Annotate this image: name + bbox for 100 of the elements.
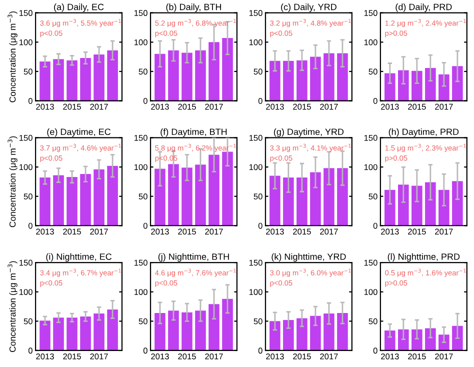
bar: [337, 312, 348, 350]
bar: [80, 316, 91, 350]
bar: [53, 59, 64, 101]
bar: [107, 309, 118, 350]
bar: [412, 70, 422, 101]
y-tick-label: 50: [138, 68, 148, 75]
bar: [80, 174, 91, 226]
y-tick-label: 150: [249, 260, 262, 266]
bar: [168, 310, 179, 350]
y-tick-label: 150: [364, 134, 378, 141]
bar: [270, 321, 280, 350]
bar: [425, 68, 436, 101]
x-tick-label: 2015: [408, 104, 426, 110]
y-tick-label: 50: [254, 194, 262, 200]
bar: [154, 312, 166, 350]
chart-title: (g) Daytime, YRD: [274, 128, 344, 137]
x-tick-label: 2017: [90, 228, 108, 235]
x-tick-label: 2013: [266, 228, 284, 235]
bar: [438, 190, 450, 226]
x-tick-label: 2015: [178, 228, 196, 235]
bar: [425, 182, 436, 226]
bar: [283, 320, 294, 350]
y-tick-label: 0: [143, 348, 148, 354]
chart-title: (j) Nighttime, BTH: [158, 253, 229, 262]
y-tick-label: 50: [138, 194, 148, 200]
y-tick-label: 0: [373, 222, 378, 229]
x-tick-label: 2015: [178, 104, 196, 110]
bar: [168, 164, 179, 226]
bar: [66, 318, 78, 350]
x-tick-label: 2015: [408, 353, 426, 360]
bar: [296, 318, 308, 350]
bar: [222, 38, 233, 101]
x-tick-label: 2015: [293, 353, 311, 360]
y-tick-label: 100: [249, 39, 262, 46]
bar: [384, 330, 396, 350]
bar: [66, 176, 78, 226]
y-tick-label: 100: [20, 39, 32, 46]
x-tick-label: 2017: [90, 104, 108, 110]
x-tick-label: 2017: [205, 228, 223, 235]
bar: [398, 184, 409, 226]
y-axis-title: Concentration (μg m$^{−3}$): [8, 136, 18, 228]
bar: [324, 53, 334, 101]
x-tick-label: 2015: [293, 104, 311, 110]
bar: [283, 60, 294, 101]
chart-title: (a) Daily, EC: [54, 4, 104, 12]
x-tick-label: 2013: [381, 104, 399, 110]
y-tick-label: 0: [143, 222, 148, 229]
y-tick-label: 50: [24, 194, 32, 200]
y-tick-label: 150: [134, 260, 148, 266]
x-tick-label: 2017: [435, 228, 453, 235]
y-tick-label: 100: [364, 39, 378, 46]
y-tick-label: 0: [143, 98, 148, 104]
x-tick-label: 2017: [435, 353, 453, 360]
x-tick-label: 2017: [435, 104, 453, 110]
y-axis-title: Concentration (μg m$^{−3}$): [8, 261, 18, 352]
y-tick-label: 50: [368, 194, 378, 200]
bar: [40, 178, 50, 226]
bar: [94, 54, 104, 101]
bar: [270, 60, 280, 101]
y-tick-label: 100: [364, 289, 378, 295]
bar: [195, 164, 206, 226]
bar: [208, 304, 220, 350]
x-tick-label: 2015: [178, 353, 196, 360]
bar: [195, 50, 206, 101]
y-tick-label: 150: [249, 134, 262, 141]
bar: [208, 42, 220, 101]
bar: [195, 310, 206, 350]
x-tick-label: 2015: [293, 228, 311, 235]
bar: [452, 181, 463, 226]
bar: [425, 328, 436, 350]
chart-title: (l) Nighttime, PRD: [388, 253, 460, 262]
bar: [154, 54, 166, 101]
y-tick-label: 50: [24, 68, 32, 75]
bar: [53, 175, 64, 226]
x-tick-label: 2013: [151, 353, 169, 360]
y-tick-label: 150: [364, 10, 378, 16]
bar: [222, 152, 233, 226]
y-tick-label: 100: [134, 164, 148, 170]
x-tick-label: 2013: [151, 228, 169, 235]
chart-title: (e) Daytime, EC: [47, 128, 111, 137]
bar: [94, 314, 104, 350]
bar: [270, 176, 280, 226]
bar: [412, 186, 422, 226]
x-tick-label: 2013: [381, 353, 399, 360]
bar: [296, 60, 308, 101]
x-tick-label: 2017: [320, 228, 338, 235]
bar: [53, 318, 64, 350]
y-tick-label: 0: [258, 222, 262, 229]
y-tick-label: 150: [20, 260, 32, 266]
x-tick-label: 2017: [320, 104, 338, 110]
y-tick-label: 0: [28, 348, 32, 354]
y-tick-label: 150: [20, 134, 32, 141]
chart-title: (h) Daytime, PRD: [388, 128, 459, 137]
x-tick-label: 2013: [266, 104, 284, 110]
chart-title: (i) Nighttime, EC: [46, 253, 112, 262]
y-tick-label: 50: [368, 318, 378, 324]
y-tick-label: 150: [364, 260, 378, 266]
bar: [107, 166, 118, 226]
bar: [337, 53, 348, 101]
y-tick-label: 0: [28, 98, 32, 104]
